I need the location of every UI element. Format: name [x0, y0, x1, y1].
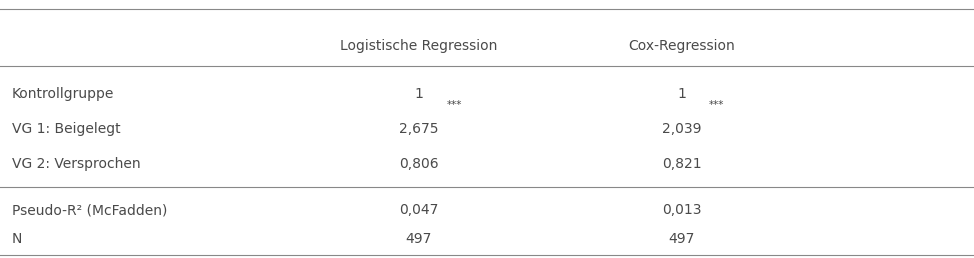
- Text: ***: ***: [446, 100, 462, 110]
- Text: 1: 1: [677, 87, 687, 101]
- Text: Cox-Regression: Cox-Regression: [628, 39, 735, 53]
- Text: Pseudo-R² (McFadden): Pseudo-R² (McFadden): [12, 203, 168, 217]
- Text: 497: 497: [668, 232, 695, 246]
- Text: Logistische Regression: Logistische Regression: [340, 39, 498, 53]
- Text: N: N: [12, 232, 22, 246]
- Text: 0,806: 0,806: [399, 157, 438, 171]
- Text: 0,013: 0,013: [662, 203, 701, 217]
- Text: 2,675: 2,675: [399, 122, 438, 136]
- Text: 0,821: 0,821: [662, 157, 701, 171]
- Text: 0,047: 0,047: [399, 203, 438, 217]
- Text: 2,039: 2,039: [662, 122, 701, 136]
- Text: VG 2: Versprochen: VG 2: Versprochen: [12, 157, 140, 171]
- Text: 1: 1: [414, 87, 424, 101]
- Text: ***: ***: [709, 100, 725, 110]
- Text: Kontrollgruppe: Kontrollgruppe: [12, 87, 114, 101]
- Text: VG 1: Beigelegt: VG 1: Beigelegt: [12, 122, 121, 136]
- Text: 497: 497: [405, 232, 432, 246]
